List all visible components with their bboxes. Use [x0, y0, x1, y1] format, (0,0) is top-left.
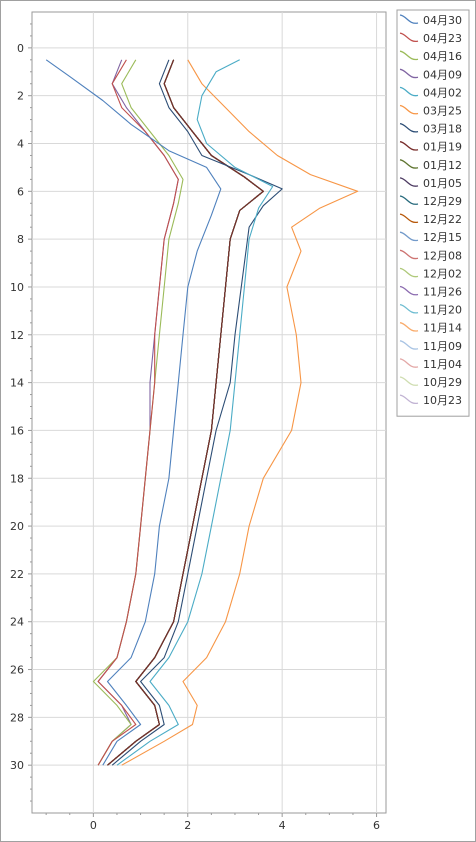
legend-swatch	[399, 322, 419, 332]
legend-label: 04月09	[423, 68, 462, 81]
y-tick-label: 26	[10, 664, 24, 677]
series-line	[97, 59, 179, 766]
legend-swatch	[399, 50, 419, 61]
legend-swatch	[399, 159, 419, 169]
legend-swatch	[399, 32, 419, 43]
legend-label: 12月15	[423, 231, 462, 244]
y-tick-label: 16	[10, 424, 24, 437]
legend-swatch	[399, 267, 419, 278]
legend-label: 12月22	[423, 213, 462, 226]
legend-label: 12月29	[423, 195, 462, 208]
legend-swatch	[399, 141, 419, 151]
legend-swatch	[399, 358, 419, 368]
y-tick-label: 22	[10, 568, 24, 581]
legend-swatch	[399, 104, 419, 115]
legend-label: 12月08	[423, 249, 462, 262]
legend-swatch	[399, 86, 419, 97]
series-line	[116, 59, 274, 766]
legend-label: 03月18	[423, 123, 462, 136]
legend-label: 01月19	[423, 141, 462, 154]
legend-swatch	[399, 14, 419, 24]
x-tick-label: 0	[90, 819, 97, 832]
y-tick-label: 0	[17, 42, 24, 55]
y-tick-label: 8	[17, 233, 24, 246]
legend-label: 04月23	[423, 32, 462, 45]
y-tick-label: 14	[10, 377, 24, 390]
y-tick-label: 18	[10, 472, 24, 485]
y-tick-label: 28	[10, 711, 24, 724]
legend-swatch	[399, 195, 419, 205]
series-line	[45, 59, 222, 766]
legend-label: 11月14	[423, 322, 462, 335]
series-line	[107, 59, 264, 766]
legend-label: 10月29	[423, 376, 462, 389]
legend-swatch	[399, 68, 419, 79]
legend-label: 11月20	[423, 304, 462, 317]
legend-label: 12月02	[423, 267, 462, 280]
legend-swatch	[399, 213, 419, 224]
y-tick-label: 2	[17, 90, 24, 103]
legend-label: 01月05	[423, 177, 462, 190]
legend-label: 11月26	[423, 286, 462, 299]
legend-swatch	[399, 285, 419, 296]
legend-swatch	[399, 249, 419, 260]
legend-swatch	[399, 394, 419, 405]
y-tick-label: 4	[17, 138, 24, 151]
legend-label: 04月02	[423, 86, 462, 99]
legend-box	[396, 9, 470, 417]
x-tick-label: 2	[184, 819, 191, 832]
legend-label: 04月30	[423, 14, 462, 27]
legend-swatch	[399, 122, 419, 133]
legend-swatch	[399, 340, 419, 350]
legend-label: 01月12	[423, 159, 462, 172]
y-tick-label: 10	[10, 281, 24, 294]
y-tick-label: 30	[10, 759, 24, 772]
legend-label: 04月16	[423, 50, 462, 63]
y-tick-label: 20	[10, 520, 24, 533]
legend-swatch	[399, 177, 419, 187]
legend-swatch	[399, 303, 419, 314]
y-tick-label: 6	[17, 185, 24, 198]
series-line	[121, 59, 359, 766]
legend-label: 10月23	[423, 394, 462, 407]
legend-label: 11月09	[423, 340, 462, 353]
legend-label: 11月04	[423, 358, 462, 371]
y-tick-label: 24	[10, 616, 24, 629]
plot-area	[31, 11, 387, 814]
legend-swatch	[399, 231, 419, 242]
x-tick-label: 6	[373, 819, 380, 832]
legend-label: 03月25	[423, 105, 462, 118]
series-line	[111, 59, 283, 766]
x-tick-label: 4	[279, 819, 286, 832]
y-tick-label: 12	[10, 329, 24, 342]
legend-swatch	[399, 376, 419, 386]
